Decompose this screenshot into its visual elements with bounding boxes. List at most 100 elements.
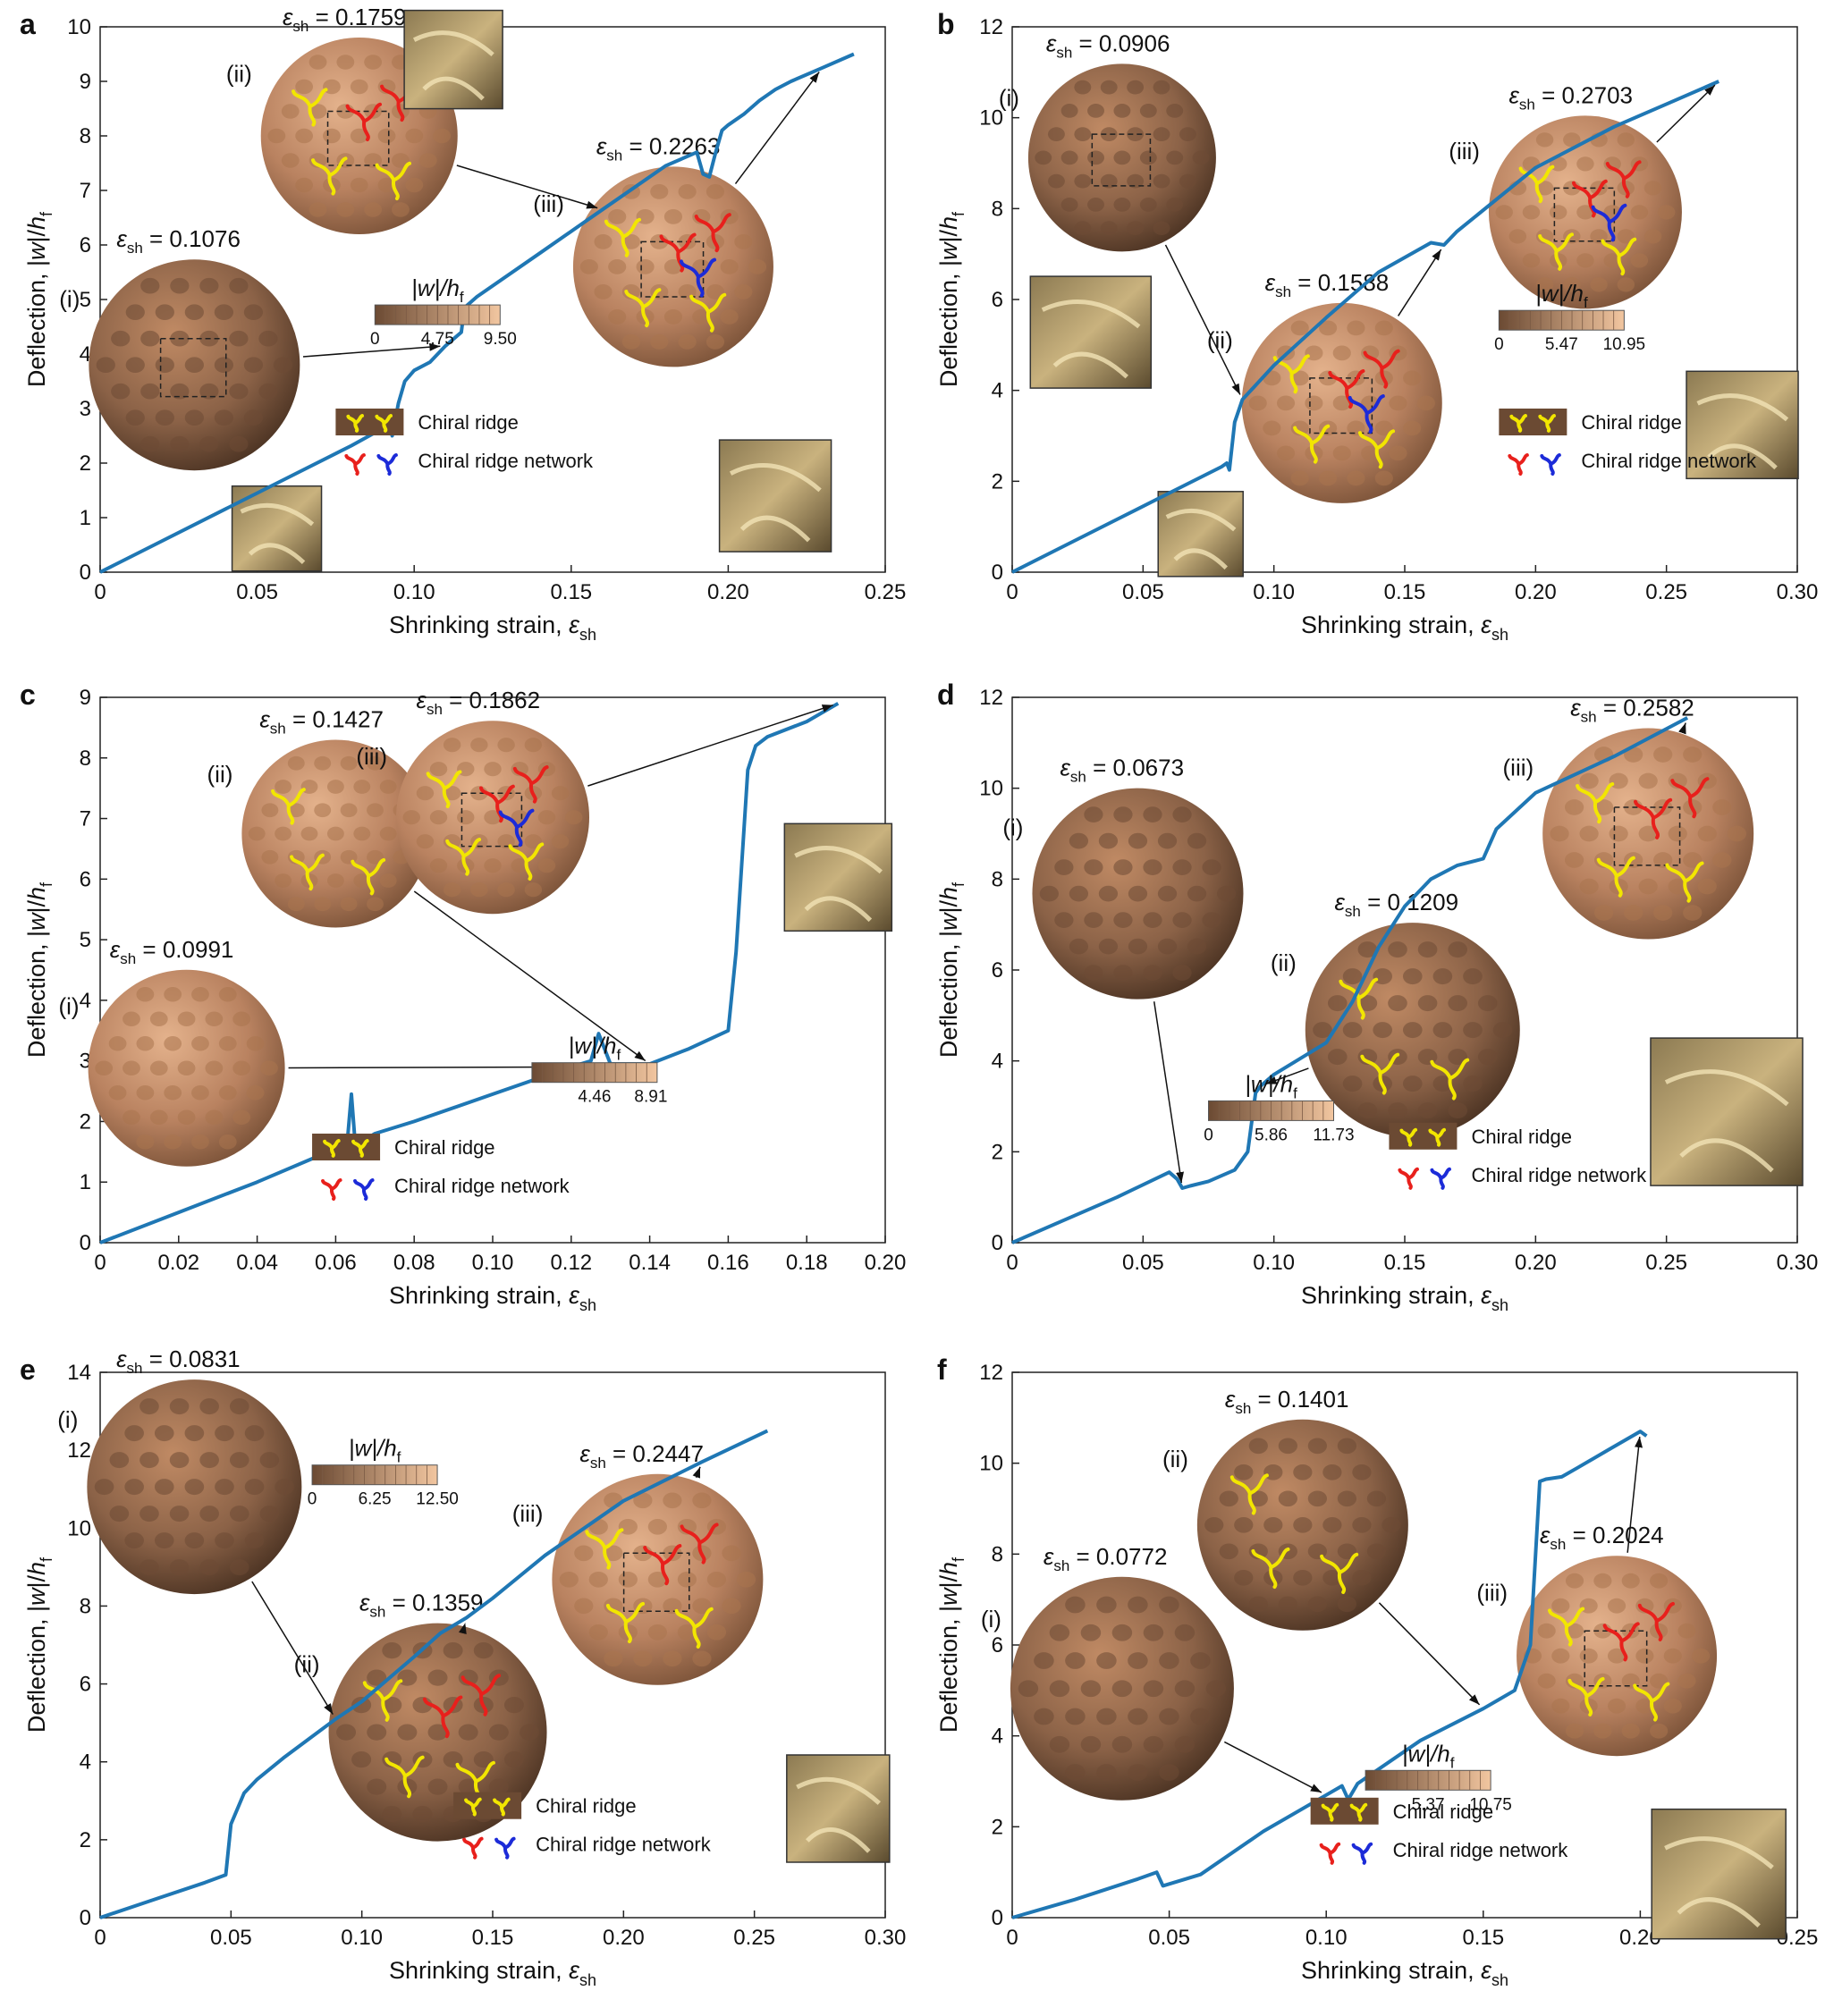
chiral-ridge-red-arm (479, 1674, 502, 1696)
colorbar-tick-label: 9.50 (484, 330, 517, 349)
stage-label: (ii) (207, 761, 233, 788)
legend-ridge-yellow-arm (1517, 421, 1523, 433)
chiral-ridge-yellow (375, 161, 412, 201)
strain-annotation: εsh = 0.1359 (359, 1590, 484, 1621)
chiral-ridge-red-arm (345, 104, 367, 123)
sphere-dimple (503, 1696, 524, 1714)
sphere-dimple (295, 128, 314, 144)
sphere-1 (1027, 63, 1216, 252)
chiral-ridge-yellow-arm (1548, 1608, 1569, 1628)
sphere-dimple (392, 153, 410, 168)
sphere-dimple (199, 277, 219, 294)
sphere-dimple (246, 1085, 265, 1101)
x-tick-label: 0.15 (1384, 580, 1426, 604)
sphere-dimple (229, 383, 249, 400)
legend-ridge-yellow-arm (1435, 1135, 1441, 1147)
chiral-ridge-yellow-arm (426, 772, 446, 790)
legend-ridge-blue-arm (353, 1179, 367, 1191)
sphere-dimple (1327, 1049, 1348, 1066)
chiral-ridge-yellow-arm (455, 1762, 478, 1784)
chiral-ridge-red-arm (1688, 777, 1710, 799)
x-tick-label: 0.25 (733, 1926, 775, 1950)
sphere-dimple (1204, 1516, 1224, 1533)
sphere-dimple (123, 1060, 140, 1076)
x-tick-label: 0.16 (707, 1251, 749, 1275)
sphere-dimple (692, 1650, 712, 1667)
x-tick-label: 0.10 (341, 1926, 383, 1950)
chiral-ridge-yellow-arm (603, 1546, 612, 1570)
strain-annotation: εsh = 0.1209 (1334, 889, 1458, 920)
sphere-dimple (1054, 912, 1074, 928)
colorbar-tick-label: 11.73 (1313, 1126, 1354, 1144)
x-tick-label: 0.20 (603, 1926, 645, 1950)
panel-f: f0 0.05 0.10 0.15 0.20 0.25024681012Shrinking… (935, 1354, 1818, 1989)
legend-ridge-blue-arm (503, 1845, 510, 1860)
sphere-dimple (1417, 1049, 1438, 1066)
legend: Chiral ridge Chiral ridge network (1499, 409, 1757, 476)
chiral-ridge-yellow (1320, 1552, 1359, 1594)
panel-letter-a: a (20, 8, 36, 40)
sphere-dimple (367, 755, 384, 771)
sphere-dimple (1100, 80, 1118, 95)
sphere-dimple (1084, 965, 1103, 981)
panel-b: b 0 0.05 0.10 0.15 0.20 0.25 0.30 0 2 4 6 8 10 12 Shrin… (935, 8, 1818, 644)
x-tick-label: 0.12 (550, 1251, 592, 1275)
chiral-ridge-blue (679, 257, 717, 298)
sphere-dimple (379, 826, 397, 841)
deflection-curve (99, 1429, 769, 1919)
sphere-dimple (149, 1109, 168, 1126)
colorbar: |w|/hf 0 4.75 9.50 (370, 274, 517, 349)
sphere-dimple (184, 357, 204, 374)
sphere-dimple (1113, 806, 1133, 822)
sphere-dimple (443, 834, 461, 849)
sphere-dimple (1074, 221, 1092, 236)
sphere-dimple (1403, 420, 1422, 436)
sphere-dimple (139, 1559, 159, 1576)
sphere-dimple (1337, 1438, 1357, 1455)
chiral-ridge-yellow-arm (641, 305, 649, 328)
sphere-dimple (1113, 104, 1131, 118)
deflection-curve (1011, 1430, 1648, 1919)
sphere-dimple (367, 1778, 387, 1795)
chiral-ridge-blue-arm (1365, 394, 1385, 416)
annotation-arrow (1153, 1001, 1184, 1184)
sphere-dimple (397, 1724, 418, 1741)
sphere-dimple (367, 803, 384, 818)
sphere-dimple (1060, 104, 1078, 118)
sphere-dimple (1352, 1463, 1372, 1480)
colorbar: |w|/hf 0 5.47 10.95 (1494, 280, 1645, 354)
micrograph-image (231, 485, 323, 572)
sphere-dimple (1603, 156, 1621, 172)
chiral-ridge-yellow-arm (1356, 977, 1379, 1000)
sphere-dimple (215, 1425, 234, 1442)
legend-label-chiral-ridge-network: Chiral ridge network (1393, 1839, 1569, 1861)
sphere-dimple (1159, 1652, 1179, 1669)
sphere-dimple (1565, 1573, 1584, 1589)
sphere-dimple (1402, 1075, 1423, 1092)
sphere-dimple (1332, 345, 1351, 361)
annotation-arrow (251, 1581, 334, 1716)
chiral-ridge-yellow-arm (1357, 431, 1379, 451)
sphere-dimple (191, 987, 209, 1002)
sphere-dimple (111, 383, 131, 400)
sphere-dimple (1166, 104, 1184, 118)
sphere-dimple (1551, 1598, 1570, 1614)
sphere-dimple (1153, 173, 1170, 189)
sphere-dimple (199, 435, 219, 452)
chiral-ridge-yellow-arm (1650, 1699, 1658, 1722)
chiral-ridge-yellow-arm (524, 858, 533, 881)
chiral-ridge-red-arm (1634, 799, 1656, 820)
zoom-box (1613, 806, 1681, 866)
sphere-dimple (1248, 1543, 1268, 1560)
colorbar-tick-label: 4.46 (578, 1088, 611, 1107)
sphere-dimple (164, 1135, 182, 1150)
sphere-dimple (170, 277, 190, 294)
chiral-ridge-yellow-arm (392, 178, 400, 201)
sphere-dimple (604, 1650, 623, 1667)
chiral-ridge-yellow (624, 288, 662, 328)
stage-label: (iii) (1476, 1580, 1508, 1607)
sphere-dimple (1128, 938, 1148, 955)
micrograph-image (1651, 1808, 1787, 1940)
legend-label-chiral-ridge-network: Chiral ridge network (418, 450, 594, 472)
legend-label-chiral-ridge: Chiral ridge (418, 411, 519, 434)
